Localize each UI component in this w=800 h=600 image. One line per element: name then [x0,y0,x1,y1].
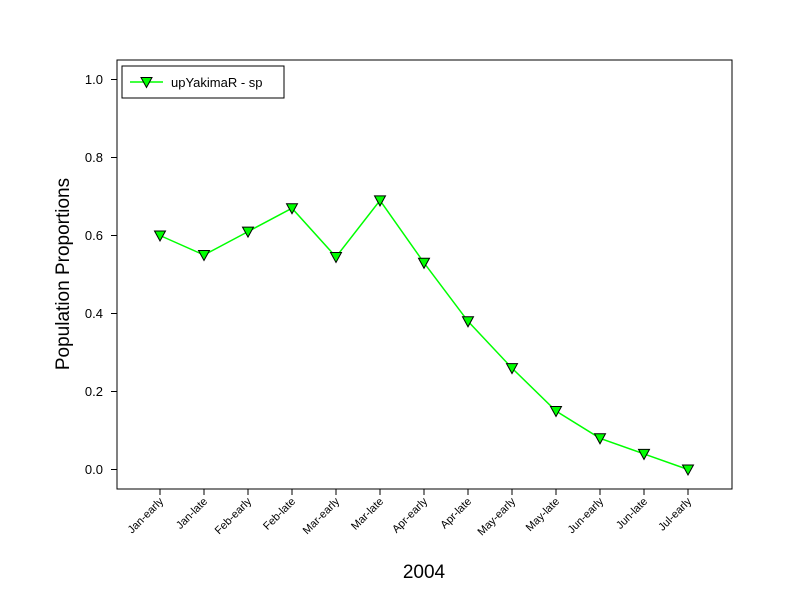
legend-marker-triangle-icon [140,77,153,89]
data-point-triangle-icon [241,226,255,239]
x-tick-label: Feb-late [261,496,298,533]
y-tick-label: 0.6 [85,228,103,243]
data-point-triangle-icon [329,251,343,264]
x-axis: Jan-early Jan-late Feb-early Feb-late Mar-ea… [126,489,694,538]
x-axis-title: 2004 [403,562,446,583]
y-tick-label: 0.4 [85,306,103,321]
x-tick-label: Jun-early [566,495,607,536]
y-tick-label: 0.2 [85,384,103,399]
data-point-triangle-icon [373,195,387,207]
data-point-triangle-icon [153,230,167,243]
x-tick-label: Jan-early [126,495,167,536]
series-line-upyakimar-sp [159,199,689,471]
x-tick-label: Mar-early [301,495,343,537]
data-point-triangle-icon [593,433,607,445]
data-point-triangle-icon [505,363,519,375]
x-tick-label: Jan-late [174,496,210,532]
data-point-triangle-icon [285,203,299,215]
x-tick-label: Apr-early [390,495,430,535]
x-tick-label: May-late [524,496,562,534]
data-point-triangle-icon [461,316,475,328]
data-point-triangle-icon [637,448,651,461]
data-point-triangle-icon [417,257,431,270]
y-tick-label: 0.0 [85,462,103,477]
series-points [153,195,695,477]
data-point-triangle-icon [549,406,563,418]
plot-frame [116,59,733,490]
x-tick-label: Jun-late [614,496,650,532]
data-point-triangle-icon [197,250,211,262]
x-tick-label: Feb-early [213,495,255,537]
x-tick-label: May-early [475,495,518,538]
x-tick-label: Apr-late [438,496,474,532]
y-axis: 0.0 0.2 0.4 0.6 0.8 1.0 [85,72,117,477]
y-tick-label: 1.0 [85,72,103,87]
y-tick-label: 0.8 [85,150,103,165]
x-tick-label: Jul-early [656,495,694,533]
x-tick-label: Mar-late [349,496,386,533]
data-point-triangle-icon [681,464,695,477]
y-axis-title: Population Proportions [53,178,74,370]
legend: upYakimaR - sp [121,65,285,99]
legend-label: upYakimaR - sp [171,75,263,90]
